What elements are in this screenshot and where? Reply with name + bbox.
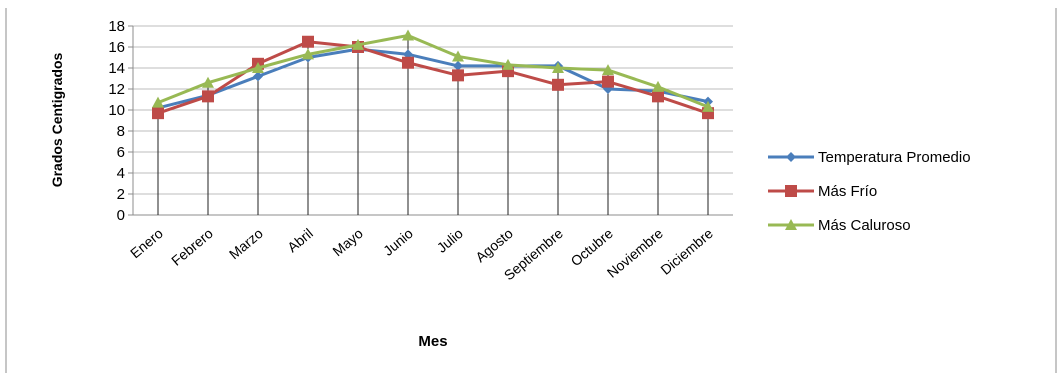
y-tick-label: 8	[117, 123, 125, 140]
legend-item: Más Frío	[768, 183, 877, 200]
x-tick-label: Octubre	[567, 225, 616, 269]
data-point-triangle	[402, 29, 414, 41]
legend: Temperatura Promedio Más Frío Más Caluroso	[768, 149, 971, 234]
x-tick-label: Enero	[127, 225, 166, 261]
y-tick-label: 16	[108, 39, 125, 56]
data-point-triangle	[252, 62, 264, 73]
x-tick-label: Marzo	[226, 225, 266, 262]
y-axis-label: Grados Centigrados	[49, 53, 65, 188]
x-tick-label: Febrero	[168, 225, 216, 269]
data-point-triangle	[552, 62, 564, 73]
data-point-triangle	[785, 219, 797, 230]
data-point-triangle	[502, 58, 514, 70]
legend-item: Más Caluroso	[768, 217, 911, 234]
data-point-triangle	[302, 48, 314, 60]
y-tick-label: 0	[117, 207, 125, 224]
data-point-square	[402, 56, 414, 69]
y-tick-label: 4	[117, 165, 125, 182]
data-point-diamond	[786, 152, 796, 162]
legend-label: Más Frío	[818, 183, 877, 200]
x-tick-labels: Enero Febrero Marzo Abril Mayo Junio Julio Agos…	[127, 225, 716, 283]
data-point-triangle	[152, 96, 164, 108]
data-point-diamond	[453, 60, 463, 71]
drop-lines	[157, 35, 709, 215]
data-point-triangle	[602, 64, 614, 76]
data-point-triangle	[452, 50, 464, 62]
data-point-triangle	[652, 80, 664, 92]
x-tick-label: Noviembre	[604, 225, 666, 281]
data-point-square	[652, 90, 664, 103]
y-tick-label: 2	[117, 186, 125, 203]
data-point-square	[202, 90, 214, 103]
y-tick-label: 14	[108, 60, 125, 77]
legend-item: Temperatura Promedio	[768, 149, 971, 166]
x-axis-label: Mes	[418, 333, 447, 350]
data-point-square	[602, 75, 614, 88]
y-tick-label: 10	[108, 102, 125, 119]
series-layer	[152, 29, 714, 120]
y-tick-labels: 0 2 4 6 8 10 12 14 16 18	[108, 18, 125, 224]
y-tick-label: 12	[108, 81, 125, 98]
series-3	[152, 29, 714, 112]
data-point-square	[452, 69, 464, 82]
x-tick-label: Mayo	[329, 225, 366, 259]
series-line	[157, 47, 709, 110]
legend-label: Temperatura Promedio	[818, 149, 971, 166]
y-tick-label: 18	[108, 18, 125, 35]
grid-layer	[133, 25, 733, 216]
data-point-square	[152, 107, 164, 120]
data-point-triangle	[702, 100, 714, 112]
x-tick-label: Julio	[434, 225, 467, 256]
x-tick-label: Diciembre	[657, 225, 716, 278]
data-point-square	[302, 35, 314, 48]
legend-label: Más Caluroso	[818, 217, 911, 234]
data-point-diamond	[253, 71, 263, 82]
data-point-square	[552, 78, 564, 91]
y-tick-label: 6	[117, 144, 125, 161]
x-tick-label: Agosto	[472, 225, 516, 265]
data-point-triangle	[352, 38, 364, 50]
axis-layer	[128, 25, 733, 216]
series-line	[157, 33, 709, 109]
data-point-square	[785, 185, 797, 197]
x-tick-label: Junio	[380, 225, 416, 259]
x-tick-label: Abril	[284, 225, 316, 255]
data-point-triangle	[202, 76, 214, 88]
